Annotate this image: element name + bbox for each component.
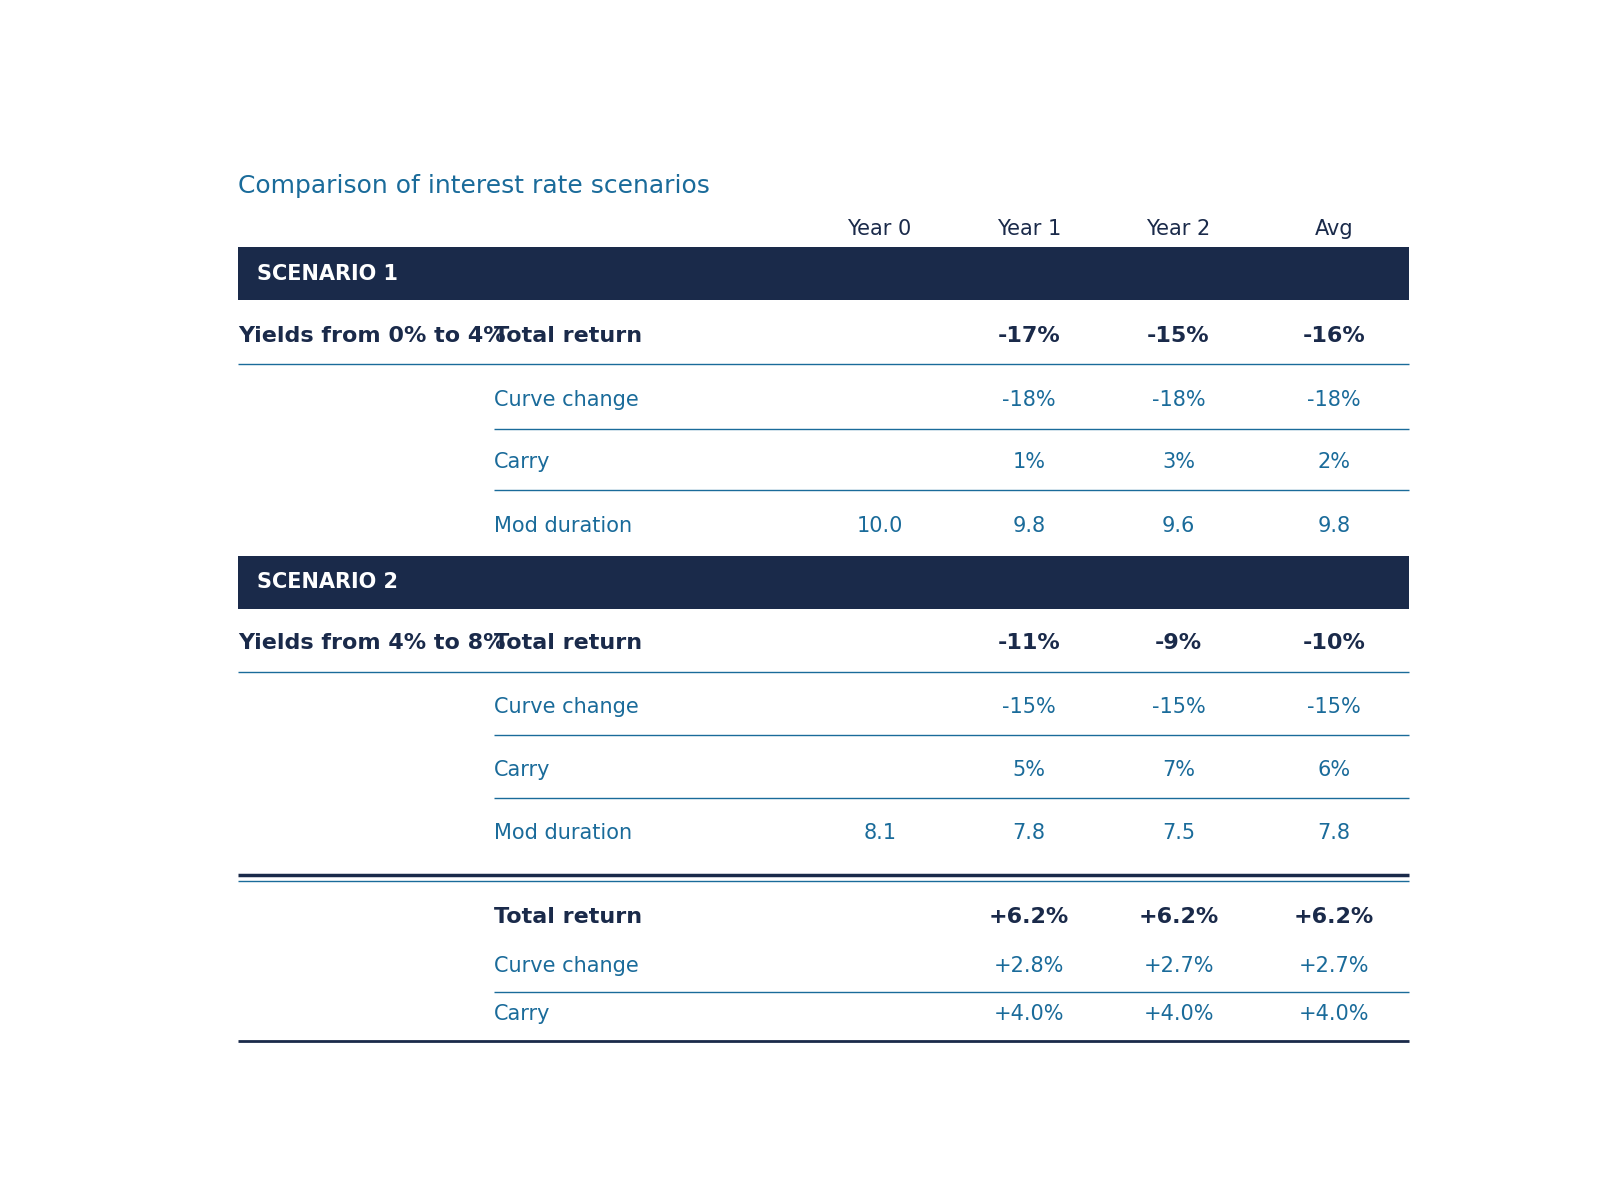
Text: -18%: -18% — [1003, 390, 1056, 410]
Text: +4.0%: +4.0% — [993, 1004, 1064, 1024]
Text: SCENARIO 1: SCENARIO 1 — [257, 264, 399, 284]
Bar — [238, 556, 1409, 609]
Text: Curve change: Curve change — [493, 697, 638, 717]
Text: 9.6: 9.6 — [1162, 515, 1196, 535]
Text: SCENARIO 2: SCENARIO 2 — [257, 572, 399, 592]
Text: Mod duration: Mod duration — [493, 515, 632, 535]
Text: 7.8: 7.8 — [1318, 823, 1351, 843]
Text: 9.8: 9.8 — [1012, 515, 1046, 535]
Text: Carry: Carry — [493, 453, 550, 473]
Text: 3%: 3% — [1162, 453, 1196, 473]
Text: Year 1: Year 1 — [996, 219, 1061, 239]
Text: +6.2%: +6.2% — [988, 908, 1069, 928]
Text: 7.5: 7.5 — [1162, 823, 1196, 843]
Text: 8.1: 8.1 — [863, 823, 897, 843]
Text: -15%: -15% — [1308, 697, 1361, 717]
Text: Total return: Total return — [493, 908, 641, 928]
Text: -15%: -15% — [1003, 697, 1056, 717]
Text: +4.0%: +4.0% — [1298, 1004, 1369, 1024]
Text: 7%: 7% — [1162, 760, 1196, 780]
Text: -10%: -10% — [1303, 634, 1366, 654]
Text: Curve change: Curve change — [493, 956, 638, 976]
Text: +6.2%: +6.2% — [1294, 908, 1374, 928]
Text: -18%: -18% — [1152, 390, 1205, 410]
Text: -11%: -11% — [998, 634, 1061, 654]
Text: Curve change: Curve change — [493, 390, 638, 410]
Text: +4.0%: +4.0% — [1143, 1004, 1213, 1024]
Text: 9.8: 9.8 — [1318, 515, 1351, 535]
Text: -9%: -9% — [1155, 634, 1202, 654]
Text: Yields from 4% to 8%: Yields from 4% to 8% — [238, 634, 506, 654]
Text: 6%: 6% — [1318, 760, 1351, 780]
Text: Year 2: Year 2 — [1146, 219, 1210, 239]
Text: -18%: -18% — [1308, 390, 1361, 410]
Text: Year 0: Year 0 — [847, 219, 911, 239]
Text: 7.8: 7.8 — [1012, 823, 1046, 843]
Text: Comparison of interest rate scenarios: Comparison of interest rate scenarios — [238, 174, 710, 197]
Text: -15%: -15% — [1152, 697, 1205, 717]
Text: Total return: Total return — [493, 326, 641, 345]
Text: +2.8%: +2.8% — [993, 956, 1064, 976]
Bar — [238, 247, 1409, 300]
Text: 1%: 1% — [1012, 453, 1046, 473]
Text: Carry: Carry — [493, 760, 550, 780]
Text: Yields from 0% to 4%: Yields from 0% to 4% — [238, 326, 506, 345]
Text: -16%: -16% — [1303, 326, 1366, 345]
Text: -17%: -17% — [998, 326, 1061, 345]
Text: +2.7%: +2.7% — [1298, 956, 1369, 976]
Text: -15%: -15% — [1147, 326, 1210, 345]
Text: 2%: 2% — [1318, 453, 1351, 473]
Text: Carry: Carry — [493, 1004, 550, 1024]
Text: 5%: 5% — [1012, 760, 1046, 780]
Text: +6.2%: +6.2% — [1138, 908, 1218, 928]
Text: Avg: Avg — [1315, 219, 1353, 239]
Text: Total return: Total return — [493, 634, 641, 654]
Text: +2.7%: +2.7% — [1143, 956, 1213, 976]
Text: Mod duration: Mod duration — [493, 823, 632, 843]
Text: 10.0: 10.0 — [857, 515, 903, 535]
